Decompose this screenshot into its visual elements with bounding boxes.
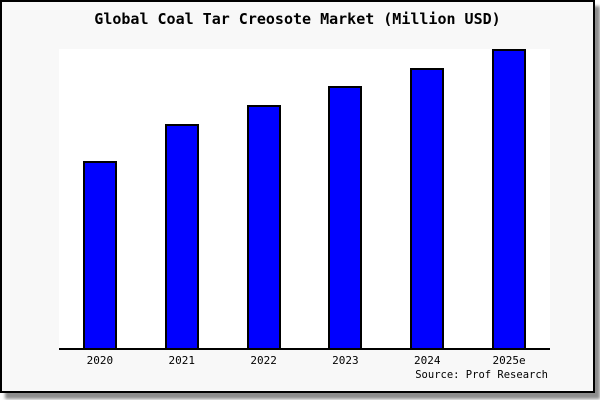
x-tick-label-2025e: 2025e <box>492 354 526 367</box>
plot-area <box>59 49 550 350</box>
source-credit: Source: Prof Research <box>415 369 548 381</box>
x-tick-label-2021: 2021 <box>168 354 196 367</box>
bar-2025e <box>492 49 527 348</box>
chart-frame: Global Coal Tar Creosote Market (Million… <box>0 0 595 393</box>
x-tick-label-2020: 2020 <box>86 354 114 367</box>
bar-2023 <box>328 86 363 348</box>
bar-2020 <box>82 161 117 348</box>
x-tick-label-2022: 2022 <box>250 354 277 367</box>
x-tick-label-2024: 2024 <box>414 354 441 367</box>
bar-2022 <box>246 105 281 348</box>
bar-2024 <box>410 68 445 348</box>
x-tick-label-2023: 2023 <box>332 354 359 367</box>
bar-2021 <box>164 124 199 348</box>
chart-title: Global Coal Tar Creosote Market (Million… <box>94 10 501 28</box>
